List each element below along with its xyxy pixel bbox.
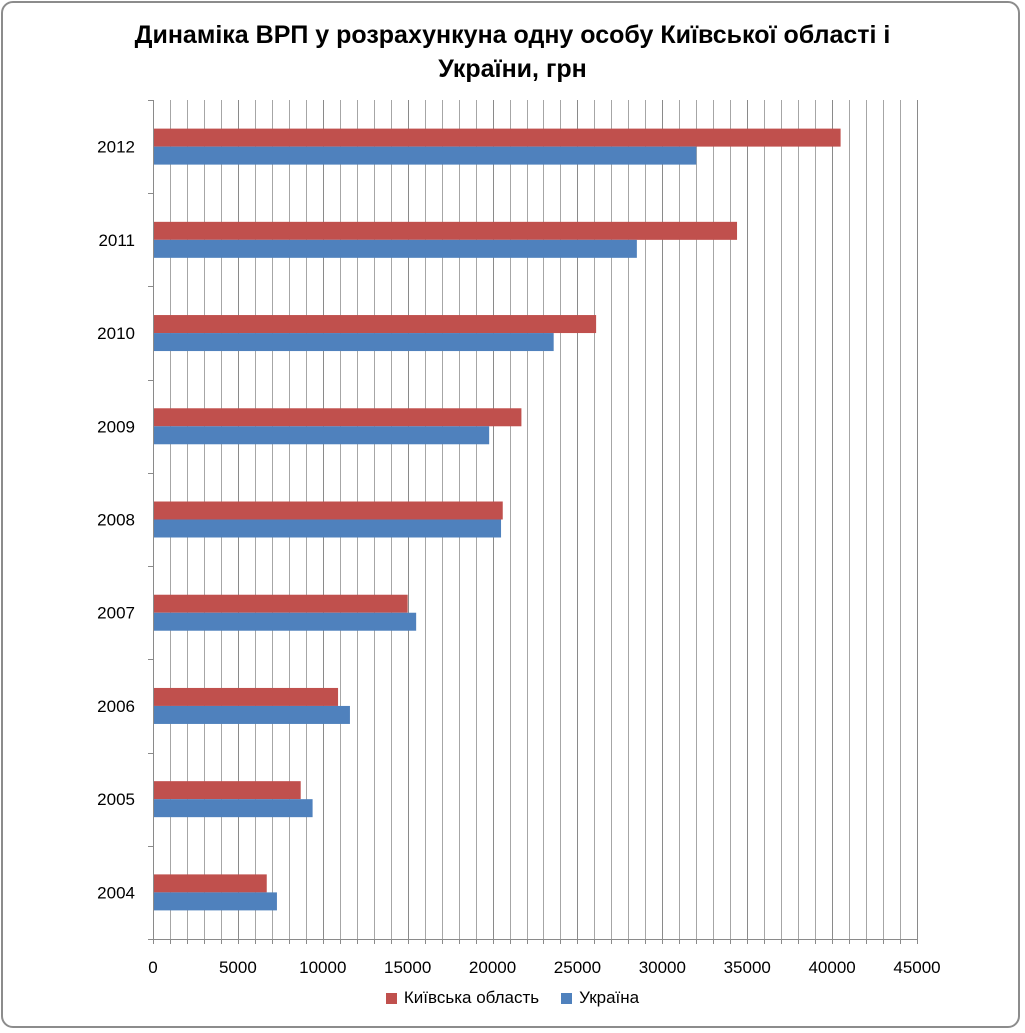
bar-ukraine-2010 [154,333,554,352]
bar-kyiv-region-2009 [154,408,522,427]
y-tick-label-2010: 2010 [97,324,135,343]
y-tick-label-2009: 2009 [97,417,135,436]
legend-label-kyiv-region: Київська область [403,988,540,1007]
legend-item-kyiv-region: Київська область [385,988,540,1008]
y-tick-label-2008: 2008 [97,511,135,530]
bar-kyiv-region-2004 [154,874,267,893]
x-tick-label-10000: 10000 [299,958,346,977]
x-tick-label-5000: 5000 [219,958,257,977]
axes [148,100,918,944]
bar-ukraine-2012 [154,146,697,165]
bar-ukraine-2011 [154,239,637,258]
bar-ukraine-2005 [154,799,313,818]
bars [154,128,841,911]
y-tick-label-2007: 2007 [97,604,135,623]
bar-kyiv-region-2007 [154,594,408,613]
bar-kyiv-region-2005 [154,781,301,800]
bar-ukraine-2008 [154,519,502,538]
x-tick-label-15000: 15000 [384,958,431,977]
plot-area: 0 5000 10000 15000 20000 25000 30000 35000 40000… [97,100,941,977]
x-tick-label-25000: 25000 [554,958,601,977]
bar-ukraine-2007 [154,612,417,631]
bar-kyiv-region-2010 [154,315,597,334]
bar-ukraine-2006 [154,705,350,724]
legend-swatch-kyiv-region [385,992,397,1004]
x-tick-labels: 0 5000 10000 15000 20000 25000 30000 35000 40000… [148,958,940,977]
chart-title: Динаміка ВРП у розрахункуна одну особу К… [134,21,891,83]
x-tick-label-30000: 30000 [639,958,686,977]
x-tick-label-20000: 20000 [469,958,516,977]
legend-label-ukraine: Україна [579,988,640,1007]
y-tick-labels: 2004 2005 2006 2007 2008 2009 2010 2011 2012 [97,138,135,903]
bar-kyiv-region-2008 [154,501,503,520]
bar-kyiv-region-2012 [154,128,841,147]
x-tick-label-40000: 40000 [808,958,855,977]
y-tick-label-2006: 2006 [97,697,135,716]
bar-kyiv-region-2006 [154,687,339,706]
y-tick-label-2012: 2012 [97,138,135,157]
x-tick-label-0: 0 [148,958,157,977]
x-tick-label-45000: 45000 [893,958,940,977]
y-tick-label-2011: 2011 [98,231,135,250]
bar-kyiv-region-2011 [154,221,738,240]
bar-ukraine-2009 [154,426,490,445]
y-tick-label-2004: 2004 [97,883,135,902]
bar-ukraine-2004 [154,892,277,911]
legend-item-ukraine: Україна [561,988,639,1008]
legend-swatch-ukraine [561,992,573,1004]
y-tick-label-2005: 2005 [97,790,135,809]
x-tick-label-35000: 35000 [724,958,771,977]
legend: Київська область Україна [0,988,1025,1008]
